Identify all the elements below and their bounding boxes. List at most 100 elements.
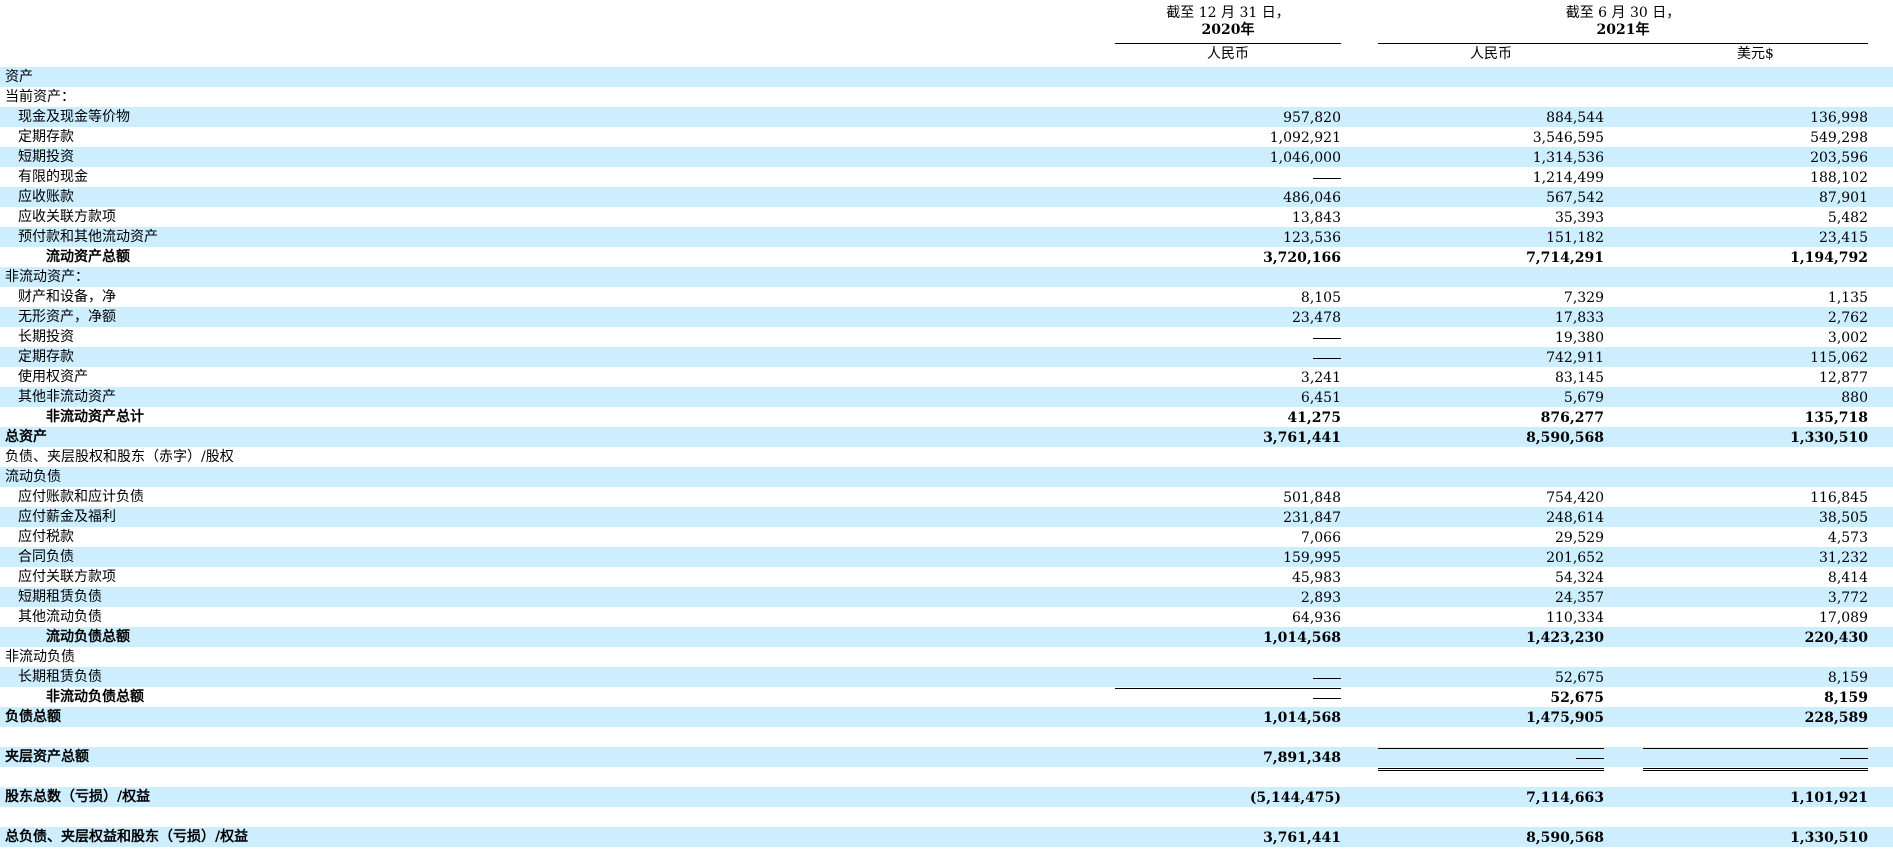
value-2021-usd: 188,102	[1810, 170, 1868, 186]
value-2021-usd: 38,505	[1819, 510, 1868, 526]
row-label: 财产和设备，净	[18, 289, 116, 305]
value-2021-usd: 3,002	[1827, 330, 1868, 346]
value-2020-rmb: 41,275	[1287, 410, 1341, 426]
row-label: 非流动资产总计	[46, 409, 144, 425]
value-2021-rmb: 1,423,230	[1526, 630, 1604, 646]
row-label: 定期存款	[18, 129, 74, 145]
value-2020-rmb: 2,893	[1300, 590, 1341, 606]
row-label: 夹层资产总额	[5, 749, 89, 765]
value-2021-usd: 880	[1841, 390, 1868, 406]
value-2021-rmb: 29,529	[1555, 530, 1604, 546]
value-2020-rmb: 3,761,441	[1263, 830, 1341, 846]
header-2020-year: 2020年	[1201, 22, 1255, 38]
value-2021-rmb: 754,420	[1546, 490, 1604, 506]
header-2020-rule	[1115, 43, 1341, 44]
balance-sheet-rows: 资产 当前资产： 现金及现金等价物 957,820 884,544 136,998 定期存款…	[0, 67, 1893, 847]
total-double-underline	[1643, 770, 1868, 771]
value-2021-usd: 8,414	[1827, 570, 1868, 586]
value-2021-usd: 1,135	[1827, 290, 1868, 306]
row-label: 应付关联方款项	[18, 569, 116, 585]
table-row: 财产和设备，净 8,105 7,329 1,135	[0, 287, 1893, 307]
nil-dash	[1313, 357, 1341, 359]
table-row: 长期投资 19,380 3,002	[0, 327, 1893, 347]
value-2020-rmb: 45,983	[1292, 570, 1341, 586]
table-row: 定期存款 1,092,921 3,546,595 549,298	[0, 127, 1893, 147]
value-2021-rmb: 742,911	[1546, 350, 1604, 366]
value-2020-rmb: 501,848	[1283, 490, 1341, 506]
spacer-row	[0, 727, 1893, 747]
value-2021-usd: 3,772	[1827, 590, 1868, 606]
value-2021-usd: 115,062	[1810, 350, 1868, 366]
table-row: 应收账款 486,046 567,542 87,901	[0, 187, 1893, 207]
value-2020-rmb	[1115, 688, 1341, 709]
value-2020-rmb: 23,478	[1292, 310, 1341, 326]
value-2020-rmb: 8,105	[1300, 290, 1341, 306]
nil-dash	[1313, 697, 1341, 699]
row-label: 应付薪金及福利	[18, 509, 116, 525]
value-2021-usd: 31,232	[1819, 550, 1868, 566]
value-2021-rmb: 52,675	[1555, 670, 1604, 686]
value-2021-rmb: 1,214,499	[1532, 170, 1604, 186]
value-2021-usd: 8,159	[1827, 670, 1868, 686]
value-2021-usd: 1,194,792	[1790, 250, 1868, 266]
table-row: 应收关联方款项 13,843 35,393 5,482	[0, 207, 1893, 227]
value-2020-rmb: 3,761,441	[1263, 430, 1341, 446]
value-2020-rmb: 159,995	[1283, 550, 1341, 566]
row-label: 应收账款	[18, 189, 74, 205]
header-2021: 截至 6 月 30 日， 2021年	[1378, 5, 1868, 39]
value-2021-rmb: 8,590,568	[1526, 830, 1604, 846]
value-2021-rmb	[1378, 748, 1604, 771]
subtotal-rule	[1643, 748, 1868, 749]
header-2021-currency-usd: 美元$	[1737, 46, 1774, 62]
table-row: 当前资产：	[0, 87, 1893, 107]
table-row: 总资产 3,761,441 8,590,568 1,330,510	[0, 427, 1893, 447]
value-2021-rmb: 7,714,291	[1526, 250, 1604, 266]
value-2021-usd: 1,330,510	[1790, 830, 1868, 846]
value-2020-rmb: 957,820	[1283, 110, 1341, 126]
total-double-underline	[1378, 770, 1604, 771]
value-2021-usd: 135,718	[1804, 410, 1868, 426]
spacer-row	[0, 807, 1893, 827]
value-2021-usd: 1,330,510	[1790, 430, 1868, 446]
row-label: 负债、夹层股权和股东（赤字）/股权	[5, 449, 234, 465]
row-label: 流动负债总额	[46, 629, 130, 645]
row-label: 流动负债	[5, 469, 61, 485]
row-label: 长期投资	[18, 329, 74, 345]
table-row: 总负债、夹层权益和股东（亏损）/权益 3,761,441 8,590,568 1,33…	[0, 827, 1893, 847]
row-label: 当前资产：	[5, 89, 75, 105]
table-row: 流动负债总额 1,014,568 1,423,230 220,430	[0, 627, 1893, 647]
row-label: 应付税款	[18, 529, 74, 545]
row-label: 资产	[5, 69, 33, 85]
value-2021-rmb: 884,544	[1546, 110, 1604, 126]
value-2021-rmb: 8,590,568	[1526, 430, 1604, 446]
table-row: 应付税款 7,066 29,529 4,573	[0, 527, 1893, 547]
row-label: 有限的现金	[18, 169, 88, 185]
value-2021-rmb: 201,652	[1546, 550, 1604, 566]
value-2021-rmb: 248,614	[1546, 510, 1604, 526]
value-2021-usd: 203,596	[1810, 150, 1868, 166]
nil-dash	[1840, 757, 1868, 759]
value-2020-rmb: 6,451	[1300, 390, 1341, 406]
value-2021-rmb: 110,334	[1546, 610, 1604, 626]
value-2021-rmb: 5,679	[1563, 390, 1604, 406]
nil-dash	[1313, 177, 1341, 179]
table-row: 夹层资产总额 7,891,348	[0, 747, 1893, 771]
spacer-row	[0, 767, 1893, 787]
table-row: 非流动资产：	[0, 267, 1893, 287]
value-2021-rmb: 35,393	[1555, 210, 1604, 226]
row-label: 其他非流动资产	[18, 389, 116, 405]
header-2021-currency-rmb: 人民币	[1470, 46, 1512, 62]
value-2021-rmb: 1,314,536	[1532, 150, 1604, 166]
value-2021-usd: 136,998	[1810, 110, 1868, 126]
value-2020-rmb	[1115, 348, 1341, 368]
row-label: 总资产	[5, 429, 47, 445]
value-2021-rmb: 19,380	[1555, 330, 1604, 346]
row-label: 应付账款和应计负债	[18, 489, 144, 505]
row-label: 长期租赁负债	[18, 669, 102, 685]
value-2021-usd: 4,573	[1827, 530, 1868, 546]
value-2021-usd: 12,877	[1819, 370, 1868, 386]
value-2021-rmb: 83,145	[1555, 370, 1604, 386]
row-label: 非流动负债总额	[46, 689, 144, 705]
table-row: 有限的现金 1,214,499 188,102	[0, 167, 1893, 187]
value-2020-rmb: 64,936	[1292, 610, 1341, 626]
